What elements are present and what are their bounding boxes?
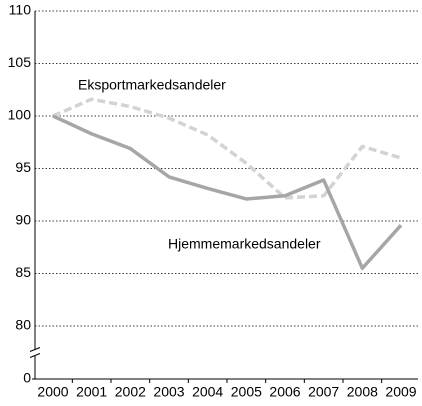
series-line <box>52 114 403 270</box>
axis-break <box>29 353 41 358</box>
x-tick-label: 2000 <box>37 384 68 400</box>
y-tick-label: 90 <box>15 212 31 228</box>
axis-break-gap <box>30 349 40 356</box>
series-label: Eksportmarkedsandeler <box>78 77 226 93</box>
x-tick-label: 2009 <box>385 384 416 400</box>
x-tick-label: 2002 <box>115 384 146 400</box>
y-tick-label: 85 <box>15 264 31 280</box>
series-line <box>52 97 402 200</box>
x-tick-label: 2003 <box>153 384 184 400</box>
y-tick-label: 95 <box>15 159 31 175</box>
axis-break <box>29 347 41 352</box>
x-tick-label: 2008 <box>347 384 378 400</box>
y-tick-label: 80 <box>15 317 31 333</box>
y-tick-label: 105 <box>8 54 32 70</box>
x-tick-label: 2004 <box>192 384 223 400</box>
y-tick-label: 0 <box>23 370 31 386</box>
series-label: Hjemmemarkedsandeler <box>168 236 321 252</box>
x-tick-label: 2006 <box>269 384 300 400</box>
x-tick-label: 2005 <box>231 384 262 400</box>
x-tick-label: 2001 <box>76 384 107 400</box>
y-tick-label: 110 <box>9 2 32 18</box>
x-tick-label: 2007 <box>308 384 339 400</box>
y-tick-label: 100 <box>8 107 32 123</box>
